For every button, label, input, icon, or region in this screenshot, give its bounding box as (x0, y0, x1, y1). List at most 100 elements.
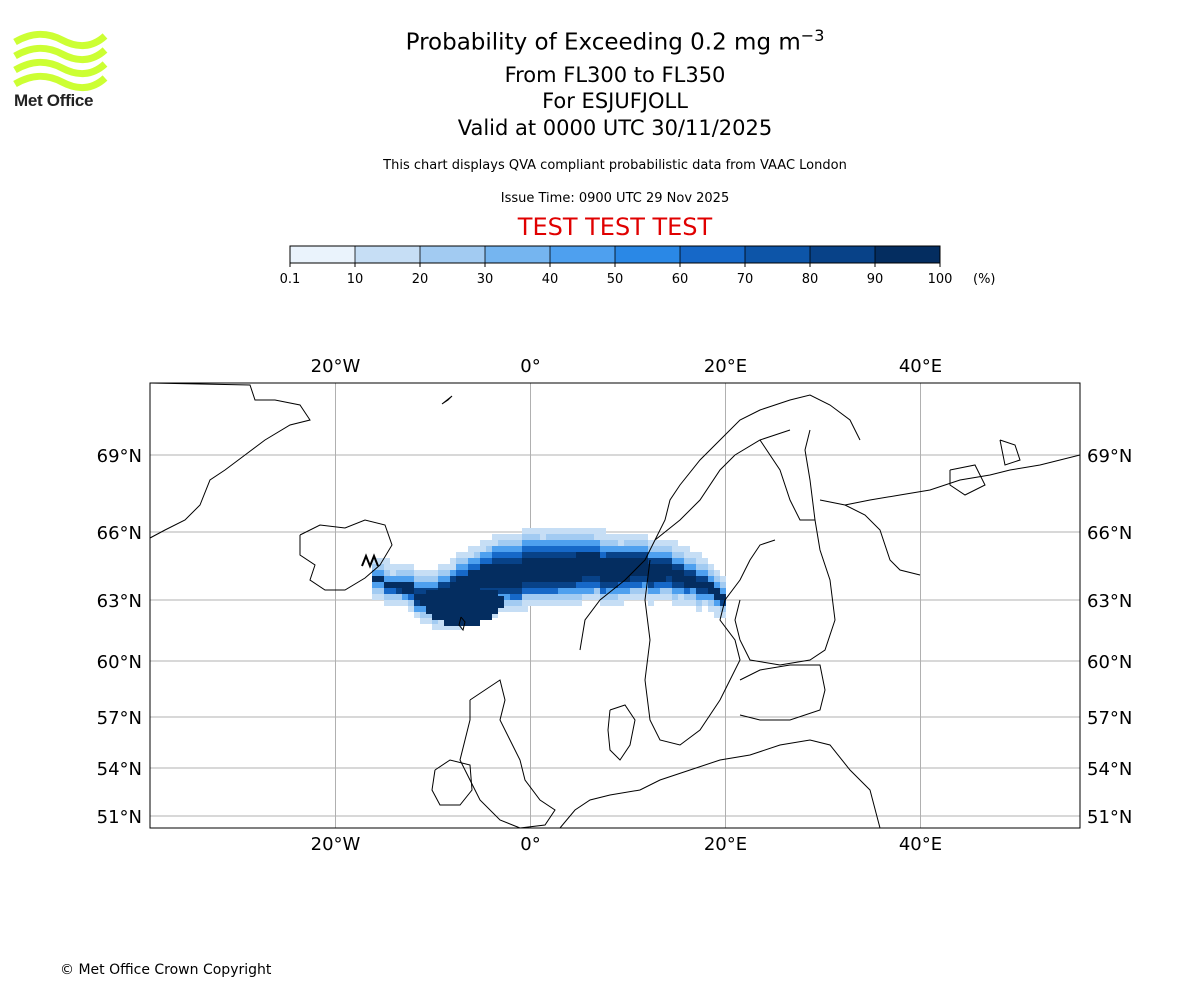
plume-cell (600, 570, 606, 576)
plume-cell (390, 570, 396, 576)
plume-cell (516, 552, 522, 558)
plume-cell (606, 588, 612, 594)
plume-cell (540, 546, 546, 552)
plume-cell (540, 558, 546, 564)
plume-cell (432, 618, 438, 624)
plume-cell (450, 576, 456, 582)
plume-cell (462, 614, 468, 620)
plume-cell (462, 570, 468, 576)
plume-cell (564, 582, 570, 588)
plume-cell (486, 596, 492, 602)
colorbar-tick-label: 70 (737, 272, 754, 287)
plume-cell (534, 582, 540, 588)
faroes (458, 616, 466, 632)
plume-cell (426, 618, 432, 624)
plume-cell (624, 540, 630, 546)
plume-cell (588, 534, 594, 540)
plume-cell (504, 534, 510, 540)
map-frame (149, 382, 1081, 829)
plume-cell (516, 546, 522, 552)
plume-cell (522, 570, 528, 576)
longitude-label-top: 20°E (704, 356, 747, 377)
plume-cell (480, 582, 486, 588)
plume-cell (600, 600, 606, 606)
plume-cell (720, 612, 726, 618)
plume-cell (510, 594, 516, 600)
plume-cell (678, 552, 684, 558)
plume-cell (660, 564, 666, 570)
colorbar-segment (745, 246, 810, 263)
plume-cell (504, 564, 510, 570)
plume-cell (390, 564, 396, 570)
plume-cell (720, 576, 726, 582)
plume-cell (402, 600, 408, 606)
plume-cell (612, 570, 618, 576)
plume-cell (438, 570, 444, 576)
plume-cell (684, 564, 690, 570)
plume-cell (708, 576, 714, 582)
plume-cell (456, 590, 462, 596)
plume-cell (678, 576, 684, 582)
plume-cell (600, 576, 606, 582)
plume-cell (492, 576, 498, 582)
plume-cell (552, 600, 558, 606)
plume-cell (534, 540, 540, 546)
plume-cell (450, 596, 456, 602)
plume-cell (384, 564, 390, 570)
plume-cell (582, 564, 588, 570)
plume-cell (558, 564, 564, 570)
plume-cell (528, 576, 534, 582)
plume-cell (612, 582, 618, 588)
plume-cell (714, 606, 720, 612)
plume-cell (648, 558, 654, 564)
plume-cell (612, 576, 618, 582)
plume-cell (552, 582, 558, 588)
flight-level-range: From FL300 to FL350 (504, 63, 726, 87)
plume-cell (696, 552, 702, 558)
plume-cell (522, 594, 528, 600)
plume-cell (396, 594, 402, 600)
plume-cell (606, 564, 612, 570)
plume-cell (432, 608, 438, 614)
plume-cell (516, 570, 522, 576)
greenland-coast (150, 383, 311, 539)
plume-cell (594, 552, 600, 558)
plume-cell (582, 552, 588, 558)
plume-cell (480, 546, 486, 552)
plume-cell (696, 576, 702, 582)
plume-cell (510, 534, 516, 540)
plume-cell (516, 588, 522, 594)
plume-cell (444, 596, 450, 602)
plume-cell (384, 570, 390, 576)
plume-cell (492, 596, 498, 602)
plume-cell (672, 588, 678, 594)
latitude-label-right: 63°N (1087, 591, 1132, 612)
plume-cell (606, 540, 612, 546)
plume-cell (468, 614, 474, 620)
plume-cell (660, 594, 666, 600)
plume-cell (642, 552, 648, 558)
plume-cell (468, 576, 474, 582)
plume-cell (582, 528, 588, 534)
plume-cell (462, 582, 468, 588)
plume-cell (660, 546, 666, 552)
plume-cell (492, 590, 498, 596)
plume-cell (468, 596, 474, 602)
plume-cell (474, 552, 480, 558)
plume-cell (624, 552, 630, 558)
plume-cell (456, 602, 462, 608)
plume-cell (648, 552, 654, 558)
plume-cell (540, 552, 546, 558)
plume-cell (534, 534, 540, 540)
plume-cell (450, 558, 456, 564)
plume-cell (720, 600, 726, 606)
plume-cell (516, 540, 522, 546)
plume-cell (648, 588, 654, 594)
plume-cell (498, 602, 504, 608)
plume-cell (648, 600, 654, 606)
colorbar-unit: (%) (973, 272, 996, 287)
plume-cell (462, 608, 468, 614)
plume-cell (492, 552, 498, 558)
plume-cell (600, 558, 606, 564)
plume-cell (408, 600, 414, 606)
